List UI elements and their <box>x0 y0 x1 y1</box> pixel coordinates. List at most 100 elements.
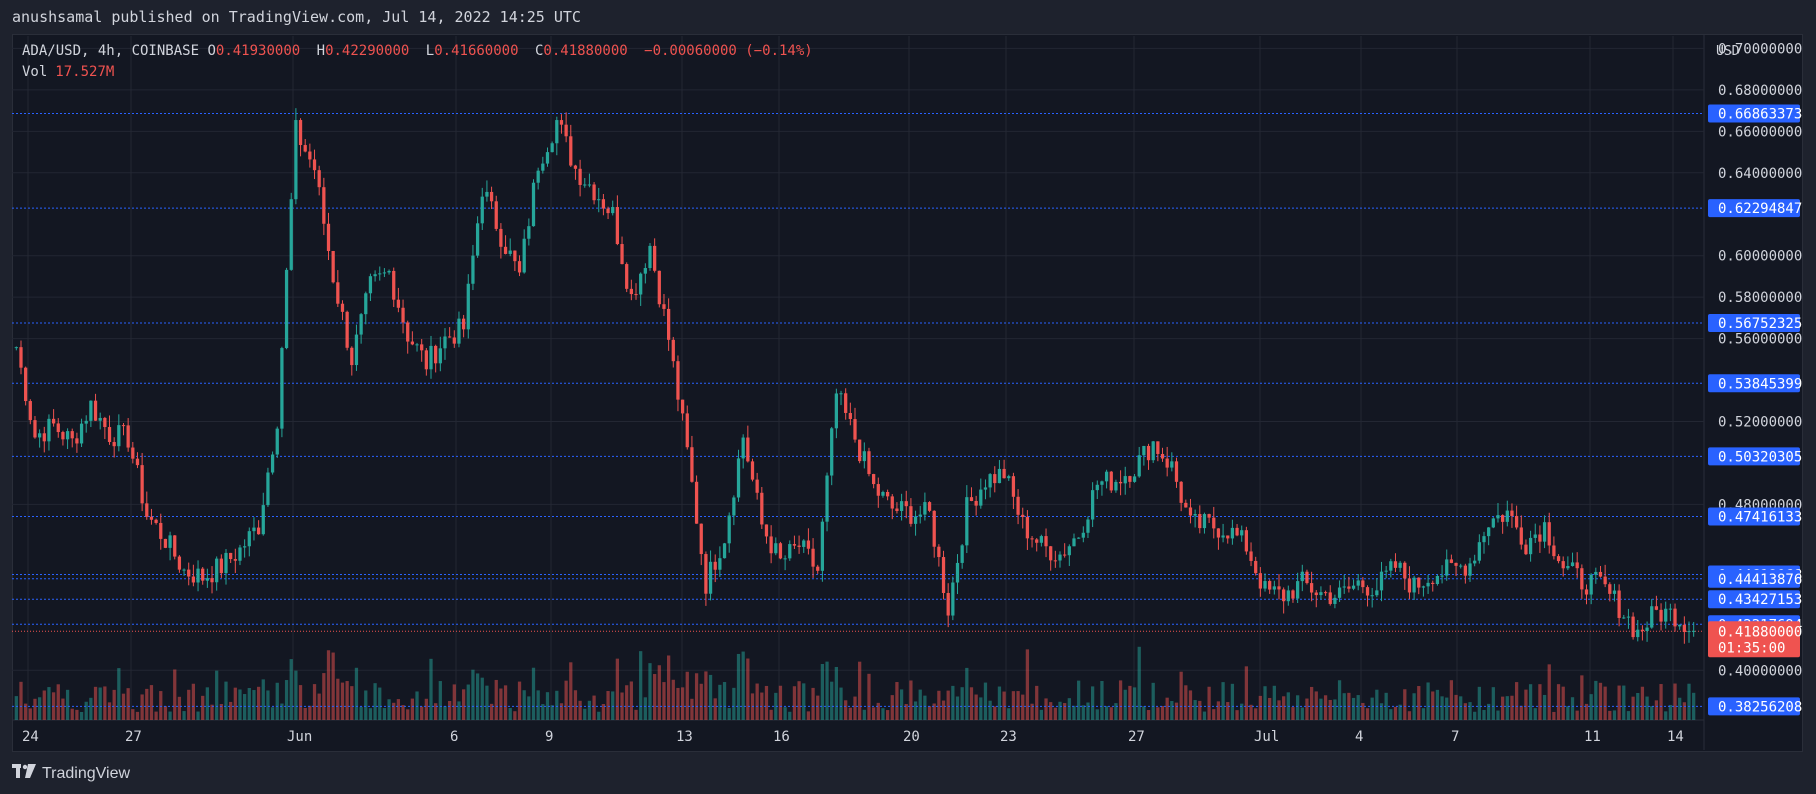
volume-bar <box>1556 684 1561 720</box>
time-tick-label: 20 <box>903 729 920 745</box>
ohlc-legend: ADA/USD, 4h, COINBASE O0.41930000 H0.422… <box>22 43 821 59</box>
candle-body <box>1407 578 1412 593</box>
candle-body <box>1449 559 1454 563</box>
volume-bar <box>1477 686 1481 720</box>
volume-bar <box>191 683 196 720</box>
candle-body <box>955 562 960 583</box>
candle-body <box>597 199 601 201</box>
candle-body <box>145 503 149 517</box>
candle-body <box>657 270 661 305</box>
level-price-label: 0.44413876 <box>1718 572 1802 588</box>
candle-body <box>699 523 703 555</box>
candle-body <box>396 299 401 308</box>
volume-bar <box>1123 689 1127 720</box>
candle-body <box>527 226 531 239</box>
candle-body <box>997 468 1002 484</box>
time-tick-label: 9 <box>545 729 553 745</box>
footer-brand[interactable]: TradingView <box>12 764 130 783</box>
candle-body <box>1011 476 1016 497</box>
candle-body <box>1095 484 1099 491</box>
candle-body <box>1053 560 1057 562</box>
volume-bar <box>643 697 647 720</box>
volume-bar <box>131 709 135 720</box>
volume-bar <box>1440 696 1444 720</box>
volume-bar <box>778 685 783 720</box>
volume-bar <box>755 683 759 720</box>
candle-body <box>592 184 596 201</box>
volume-bar <box>1044 698 1048 720</box>
volume-bar <box>1296 695 1300 720</box>
volume-bar <box>1170 700 1174 720</box>
candle-body <box>555 120 559 144</box>
volume-bar <box>625 685 629 720</box>
candle-body <box>918 514 922 517</box>
candle-body <box>573 165 578 169</box>
candle-body <box>1552 545 1556 557</box>
candle-body <box>1104 471 1109 482</box>
candle-body <box>480 196 484 224</box>
candle-body <box>1202 514 1207 529</box>
candle-body <box>1160 453 1165 459</box>
candle-body <box>191 576 196 583</box>
candle-body <box>872 474 876 485</box>
volume-bar <box>1575 710 1579 720</box>
volume-bar <box>1095 709 1099 720</box>
volume-bar <box>1156 707 1160 720</box>
candle-body <box>1612 590 1617 594</box>
candle-body <box>1445 559 1449 576</box>
candle-body <box>513 250 517 262</box>
volume-bar <box>1188 690 1193 720</box>
volume-bar <box>187 689 191 720</box>
candle-body <box>1351 585 1356 589</box>
candle-body <box>625 264 629 289</box>
volume-bar <box>438 681 442 720</box>
candle-body <box>727 515 731 544</box>
close-value: 0.41880000 <box>543 43 628 59</box>
symbol-label: ADA/USD, 4h, COINBASE <box>22 43 200 59</box>
volume-bar <box>1007 708 1011 720</box>
volume-bar <box>354 667 359 720</box>
volume-bar <box>1678 697 1682 720</box>
volume-bar <box>177 696 182 720</box>
candle-body <box>639 273 643 295</box>
volume-bar <box>806 711 811 720</box>
volume-bar <box>1659 684 1663 720</box>
candle-body <box>1282 589 1286 602</box>
candle-body <box>1249 551 1253 561</box>
volume-bar <box>1375 689 1379 720</box>
volume-bar <box>1011 691 1016 720</box>
candle-body <box>65 431 70 440</box>
volume-bar <box>382 708 387 720</box>
volume-bar <box>573 690 578 720</box>
volume-bar <box>98 687 102 720</box>
candle-body <box>107 427 112 443</box>
volume-bar <box>1258 695 1262 720</box>
volume-bar <box>1249 704 1253 720</box>
volume-bar <box>401 705 405 720</box>
volume-bar <box>1491 687 1495 720</box>
candle-body <box>1566 566 1570 569</box>
volume-bar <box>61 698 65 720</box>
volume-bar <box>145 688 149 720</box>
volume-bar <box>708 674 713 720</box>
volume-bar <box>606 691 610 720</box>
volume-bar <box>1058 701 1062 720</box>
volume-bar <box>1412 693 1416 720</box>
candle-body <box>1081 532 1085 538</box>
candle-body <box>1212 517 1216 529</box>
candle-body <box>1314 592 1318 596</box>
volume-bar <box>1496 710 1500 720</box>
volume-bar <box>1501 696 1505 720</box>
volume-bar <box>1100 681 1104 720</box>
candle-body <box>294 120 298 200</box>
volume-bar <box>103 686 107 720</box>
volume-bar <box>1459 696 1463 720</box>
volume-bar <box>1552 711 1556 720</box>
candle-body <box>1682 624 1686 632</box>
candle-body <box>224 552 228 574</box>
level-price-tag <box>1708 199 1800 218</box>
volume-bar <box>904 704 908 720</box>
candle-body <box>410 341 414 345</box>
volume-bar <box>517 681 522 720</box>
